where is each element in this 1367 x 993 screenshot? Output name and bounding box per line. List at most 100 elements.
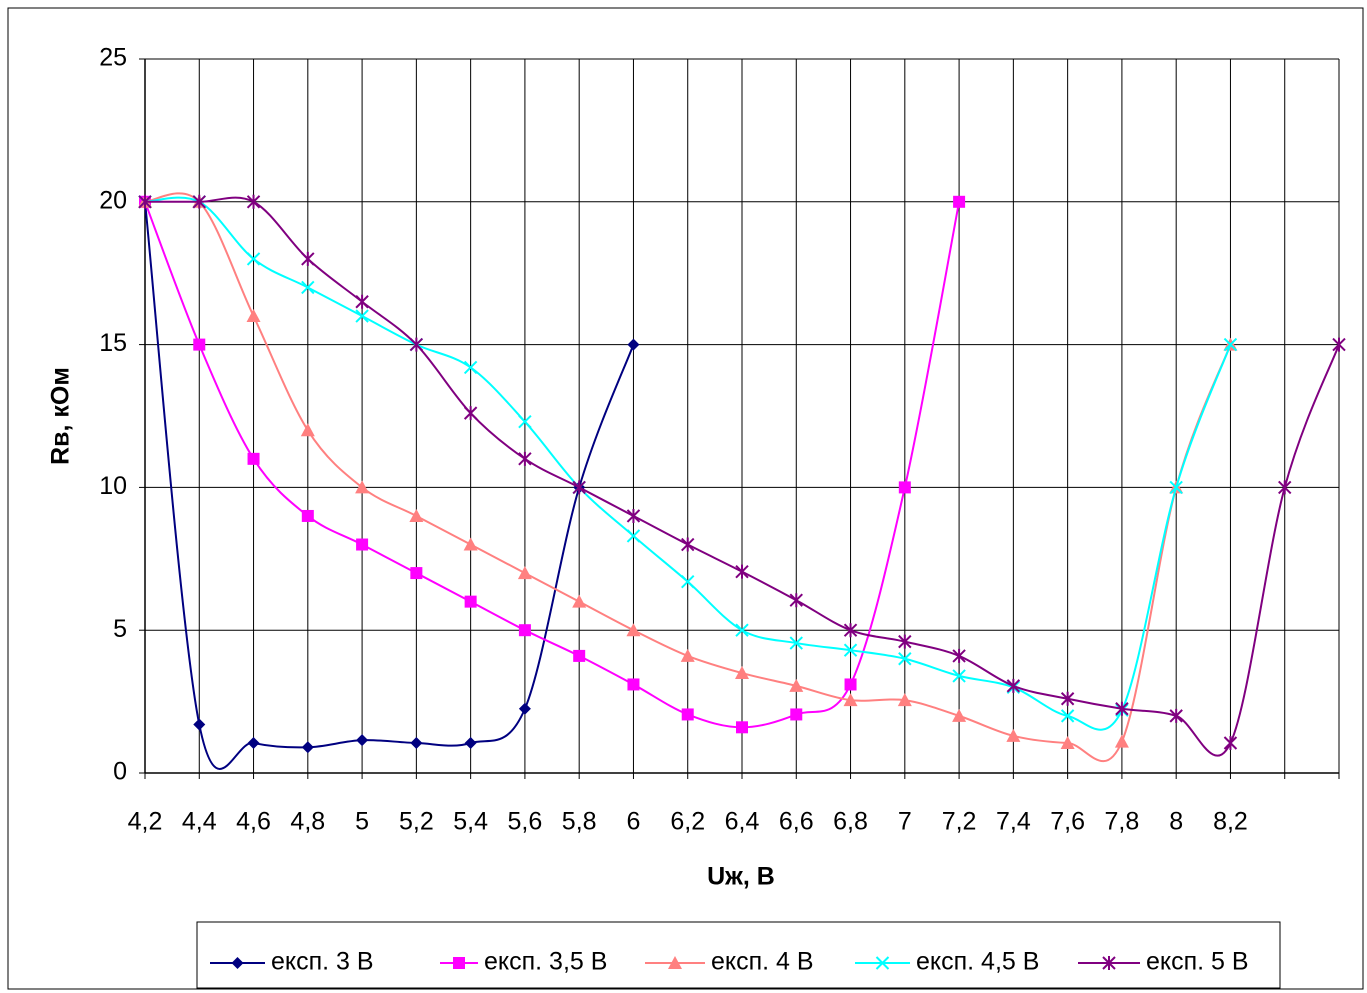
marker xyxy=(138,194,152,209)
marker xyxy=(1332,337,1346,352)
x-tick-label: 4,2 xyxy=(128,808,163,836)
legend-label: експ. 4,5 В xyxy=(916,948,1039,976)
marker xyxy=(356,538,369,551)
x-tick-label: 7,6 xyxy=(1050,808,1085,836)
marker xyxy=(897,693,912,707)
marker xyxy=(247,737,260,750)
marker xyxy=(246,309,261,323)
y-axis-label: Rв, кОм xyxy=(47,367,75,465)
marker xyxy=(1060,736,1075,750)
x-axis-label: Uж, В xyxy=(707,863,775,891)
marker xyxy=(193,718,206,731)
y-tick-label: 20 xyxy=(99,186,127,214)
x-tick-label: 7,2 xyxy=(942,808,977,836)
marker xyxy=(518,415,532,429)
x-tick-label: 8 xyxy=(1169,808,1183,836)
x-tick-label: 5,4 xyxy=(453,808,488,836)
legend-label: експ. 4 В xyxy=(711,948,814,976)
marker xyxy=(736,721,748,734)
marker xyxy=(517,566,532,580)
marker xyxy=(247,452,260,465)
marker xyxy=(789,636,803,650)
marker xyxy=(1223,736,1238,751)
legend-box xyxy=(196,921,1281,989)
marker xyxy=(301,741,314,754)
marker xyxy=(518,624,531,637)
series-line xyxy=(144,196,1232,731)
x-tick-label: 5,2 xyxy=(399,808,434,836)
marker xyxy=(681,708,694,721)
marker xyxy=(898,652,912,666)
marker xyxy=(355,480,370,494)
marker xyxy=(1060,691,1075,706)
chart-border xyxy=(7,7,1364,990)
marker xyxy=(518,702,531,715)
marker xyxy=(572,594,587,608)
x-tick-label: 8,2 xyxy=(1213,808,1248,836)
marker xyxy=(246,194,261,209)
marker xyxy=(626,623,641,637)
marker xyxy=(898,634,912,649)
x-tick-label: 6,6 xyxy=(779,808,814,836)
x-tick-label: 5,8 xyxy=(562,808,597,836)
marker xyxy=(789,593,803,608)
marker xyxy=(668,956,682,969)
marker xyxy=(1060,709,1075,723)
x-tick-label: 4,4 xyxy=(182,808,217,836)
marker xyxy=(301,280,315,295)
marker xyxy=(573,649,586,662)
marker xyxy=(626,529,641,543)
marker xyxy=(246,252,261,266)
series-line xyxy=(144,201,635,770)
marker xyxy=(1114,734,1129,748)
marker xyxy=(192,194,206,209)
marker xyxy=(356,734,369,747)
marker xyxy=(875,956,890,970)
marker xyxy=(627,338,640,351)
marker xyxy=(952,669,966,683)
marker xyxy=(355,294,369,309)
marker xyxy=(1006,678,1021,693)
marker xyxy=(409,337,424,352)
x-tick-label: 6,2 xyxy=(670,808,705,836)
marker xyxy=(681,537,695,552)
legend-label: експ. 5 В xyxy=(1146,948,1249,976)
marker xyxy=(355,309,369,323)
x-tick-label: 6 xyxy=(627,808,641,836)
marker xyxy=(1102,956,1116,970)
marker xyxy=(843,693,858,707)
x-tick-label: 6,8 xyxy=(833,808,868,836)
marker xyxy=(518,451,532,466)
x-tick-label: 4,8 xyxy=(290,808,325,836)
marker xyxy=(463,406,478,421)
y-tick-label: 5 xyxy=(113,615,127,643)
marker xyxy=(464,737,477,750)
marker xyxy=(1006,728,1021,742)
x-tick-label: 4,6 xyxy=(236,808,271,836)
marker xyxy=(898,481,911,494)
marker xyxy=(627,678,640,691)
marker xyxy=(626,508,641,523)
x-tick-label: 7,4 xyxy=(996,808,1031,836)
x-tick-label: 5 xyxy=(355,808,369,836)
marker xyxy=(1223,337,1238,352)
y-tick-label: 25 xyxy=(99,44,127,72)
marker xyxy=(453,957,465,969)
marker xyxy=(735,564,749,579)
marker xyxy=(410,737,423,750)
marker xyxy=(681,574,695,589)
marker xyxy=(680,648,695,662)
marker xyxy=(843,623,858,638)
marker xyxy=(193,338,206,351)
marker xyxy=(1278,480,1292,495)
marker xyxy=(301,251,315,266)
x-tick-label: 6,4 xyxy=(725,808,760,836)
marker xyxy=(572,480,586,495)
marker xyxy=(301,509,314,522)
marker xyxy=(735,666,749,680)
marker xyxy=(952,708,967,722)
x-tick-label: 7,8 xyxy=(1105,808,1140,836)
y-tick-label: 15 xyxy=(99,329,127,357)
marker xyxy=(844,678,857,691)
